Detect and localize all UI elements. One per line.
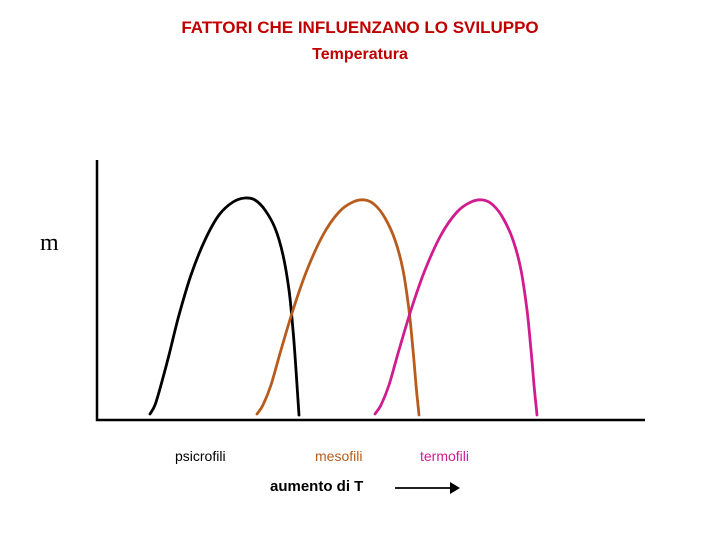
x-axis-label: aumento di T [270, 478, 363, 495]
axes [97, 160, 645, 420]
chart-subtitle: Temperatura [0, 46, 720, 64]
legend-termofili: termofili [420, 448, 469, 464]
arrow-icon [395, 481, 464, 495]
y-axis-label: m [40, 230, 59, 257]
legend-psicrofili: psicrofili [175, 448, 226, 464]
curve-termofili [375, 200, 537, 415]
growth-curves-plot [95, 160, 655, 440]
curve-psicrofili [150, 198, 299, 415]
curve-mesofili [257, 200, 419, 415]
legend-mesofili: mesofili [315, 448, 362, 464]
main-title: FATTORI CHE INFLUENZANO LO SVILUPPO [0, 18, 720, 38]
page-root: FATTORI CHE INFLUENZANO LO SVILUPPO Temp… [0, 0, 720, 540]
